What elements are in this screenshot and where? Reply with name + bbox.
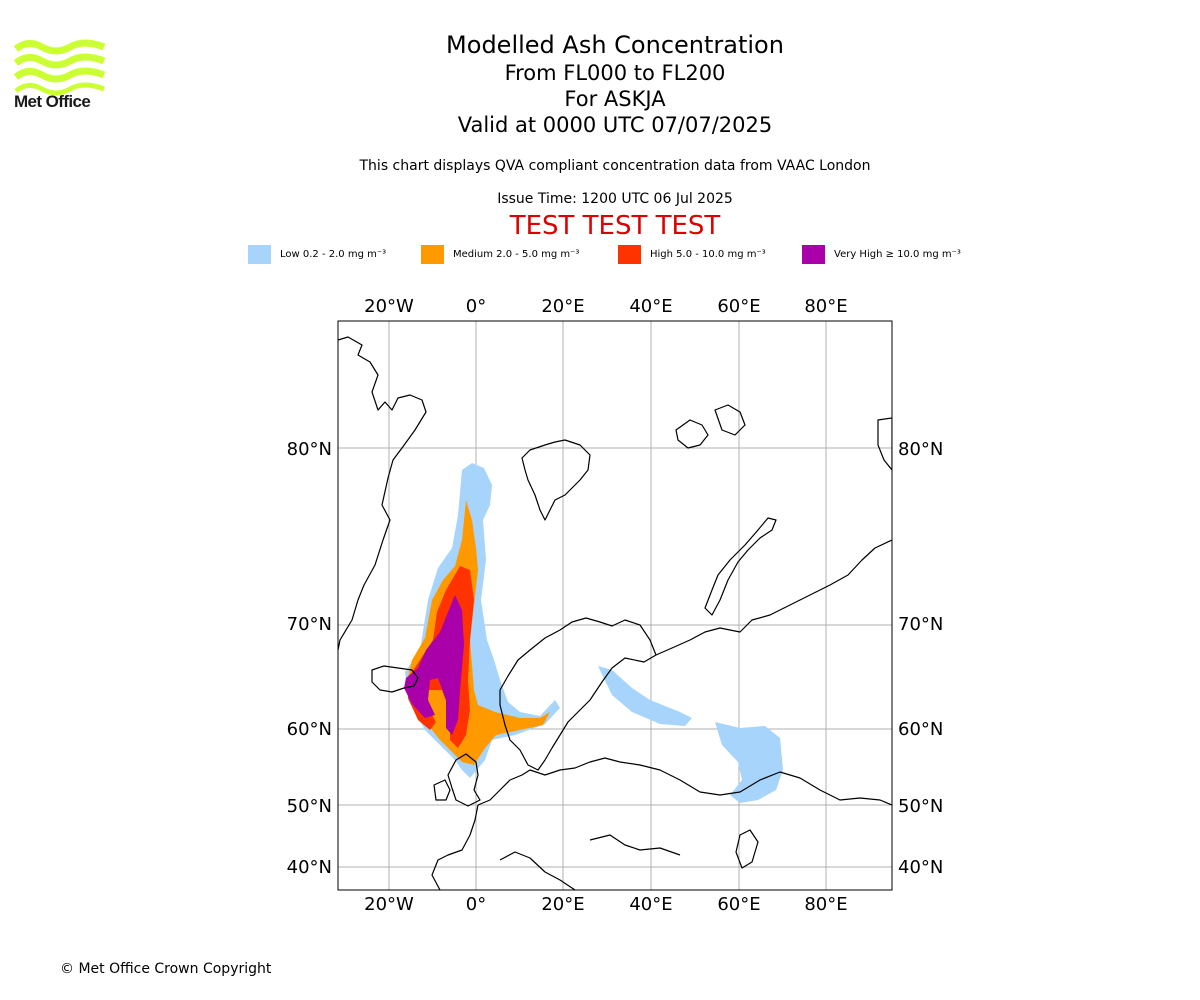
latitude-labels: 80°N 70°N 60°N 50°N 40°N 80°N 70°N 60°N … xyxy=(287,439,944,878)
lat-label-left: 50°N xyxy=(287,796,332,817)
legend-swatch-very-high xyxy=(802,244,825,264)
chart-title: Modelled Ash Concentration xyxy=(446,31,784,59)
lat-label-right: 50°N xyxy=(898,796,943,817)
legend-label-low: Low 0.2 - 2.0 mg m⁻³ xyxy=(280,248,387,260)
graticule xyxy=(338,321,892,890)
ash-medium-region xyxy=(406,500,550,765)
legend-label-medium: Medium 2.0 - 5.0 mg m⁻³ xyxy=(453,248,580,260)
lon-label-bottom: 60°E xyxy=(717,894,760,915)
lat-label-left: 70°N xyxy=(287,614,332,635)
lon-label-top: 80°E xyxy=(804,296,847,317)
lon-label-top: 0° xyxy=(466,296,486,317)
lon-label-top: 20°W xyxy=(364,296,414,317)
lon-label-top: 40°E xyxy=(629,296,672,317)
lat-label-left: 60°N xyxy=(287,719,332,740)
test-banner: TEST TEST TEST xyxy=(509,211,721,241)
longitude-labels: 20°W 0° 20°E 40°E 60°E 80°E 20°W 0° 20°E… xyxy=(364,296,847,915)
lon-label-bottom: 20°E xyxy=(541,894,584,915)
legend-item-high: High 5.0 - 10.0 mg m⁻³ xyxy=(618,244,766,264)
lon-label-bottom: 40°E xyxy=(629,894,672,915)
legend-swatch-low xyxy=(248,244,271,264)
valid-time: Valid at 0000 UTC 07/07/2025 xyxy=(457,113,773,137)
legend-label-high: High 5.0 - 10.0 mg m⁻³ xyxy=(650,248,766,260)
lat-label-right: 80°N xyxy=(898,439,943,460)
legend-swatch-medium xyxy=(421,244,444,264)
copyright-notice: © Met Office Crown Copyright xyxy=(60,961,272,977)
lon-label-bottom: 20°W xyxy=(364,894,414,915)
legend-item-low: Low 0.2 - 2.0 mg m⁻³ xyxy=(248,244,386,264)
met-office-logo xyxy=(14,39,106,96)
issue-time: Issue Time: 1200 UTC 06 Jul 2025 xyxy=(497,191,733,207)
coastlines xyxy=(338,336,892,890)
lon-label-top: 20°E xyxy=(541,296,584,317)
flight-level-range: From FL000 to FL200 xyxy=(504,61,726,85)
legend-label-very-high: Very High ≥ 10.0 mg m⁻³ xyxy=(834,248,961,260)
legend-item-very-high: Very High ≥ 10.0 mg m⁻³ xyxy=(802,244,961,264)
lon-label-bottom: 80°E xyxy=(804,894,847,915)
logo-text: Met Office xyxy=(14,92,91,111)
lon-label-bottom: 0° xyxy=(466,894,486,915)
ash-very-high-region xyxy=(404,595,464,735)
lat-label-right: 70°N xyxy=(898,614,943,635)
legend-item-medium: Medium 2.0 - 5.0 mg m⁻³ xyxy=(421,244,579,264)
map-area xyxy=(338,321,892,890)
lat-label-left: 80°N xyxy=(287,439,332,460)
legend-swatch-high xyxy=(618,244,641,264)
lon-label-top: 60°E xyxy=(717,296,760,317)
volcano-name: For ASKJA xyxy=(564,87,666,111)
lat-label-right: 60°N xyxy=(898,719,943,740)
compliance-note: This chart displays QVA compliant concen… xyxy=(359,158,871,174)
chart-title-block: Modelled Ash Concentration From FL000 to… xyxy=(0,30,1200,138)
map-frame xyxy=(337,320,893,891)
lat-label-left: 40°N xyxy=(287,857,332,878)
lat-label-right: 40°N xyxy=(898,857,943,878)
